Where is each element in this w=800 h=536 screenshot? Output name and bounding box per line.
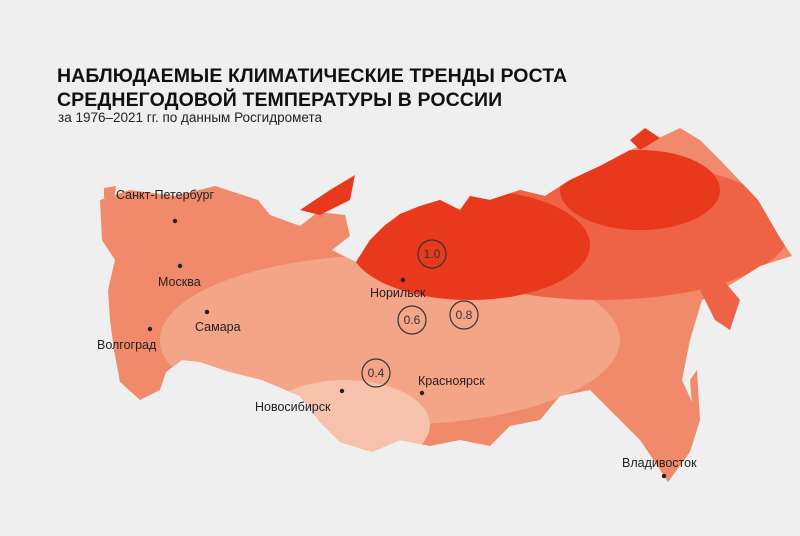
- novaya-zemlya: [300, 175, 355, 215]
- svg-text:Красноярск: Красноярск: [418, 374, 485, 388]
- city-moscow: Москва: [158, 263, 201, 289]
- sakhalin: [690, 370, 700, 430]
- map-title: НАБЛЮДАЕМЫЕ КЛИМАТИЧЕСКИЕ ТРЕНДЫ РОСТА С…: [57, 64, 567, 112]
- svg-text:Самара: Самара: [195, 320, 241, 334]
- svg-text:Москва: Москва: [158, 275, 201, 289]
- svg-text:Новосибирск: Новосибирск: [255, 400, 331, 414]
- svg-text:Норильск: Норильск: [370, 286, 426, 300]
- city-novosibirsk: Новосибирск: [255, 388, 345, 414]
- title-line-1: НАБЛЮДАЕМЫЕ КЛИМАТИЧЕСКИЕ ТРЕНДЫ РОСТА: [57, 65, 568, 87]
- map-subtitle: за 1976–2021 гг. по данным Росгидромета: [58, 110, 322, 125]
- svg-text:0.8: 0.8: [456, 308, 473, 322]
- city-volgograd: Волгоград: [97, 326, 157, 352]
- city-samara: Самара: [195, 309, 241, 334]
- trend-label-0-4: 0.4: [361, 358, 391, 388]
- svg-text:Владивосток: Владивосток: [622, 456, 697, 470]
- svg-text:Санкт-Петербург: Санкт-Петербург: [116, 188, 214, 202]
- svg-text:1.0: 1.0: [424, 247, 441, 261]
- title-line-2: СРЕДНЕГОДОВОЙ ТЕМПЕРАТУРЫ В РОССИИ: [57, 89, 503, 111]
- kamchatka: [700, 270, 740, 330]
- kaliningrad: [104, 186, 116, 200]
- svg-text:0.4: 0.4: [368, 366, 385, 380]
- svg-text:Волгоград: Волгоград: [97, 338, 157, 352]
- zone-strongest-east: [560, 150, 720, 230]
- city-saint-petersburg: Санкт-Петербург: [116, 188, 214, 224]
- city-krasnoyarsk: Красноярск: [418, 374, 485, 396]
- zone-lightest: [260, 380, 430, 470]
- trend-label-0-8: 0.8: [449, 300, 479, 330]
- zone-strongest: [350, 190, 590, 300]
- trend-label-0-6: 0.6: [397, 305, 427, 335]
- wrangel-island: [630, 128, 660, 150]
- svg-text:0.6: 0.6: [404, 313, 421, 327]
- trend-label-1-0: 1.0: [417, 239, 447, 269]
- city-norilsk: Норильск: [370, 277, 426, 300]
- city-vladivostok: Владивосток: [622, 456, 697, 479]
